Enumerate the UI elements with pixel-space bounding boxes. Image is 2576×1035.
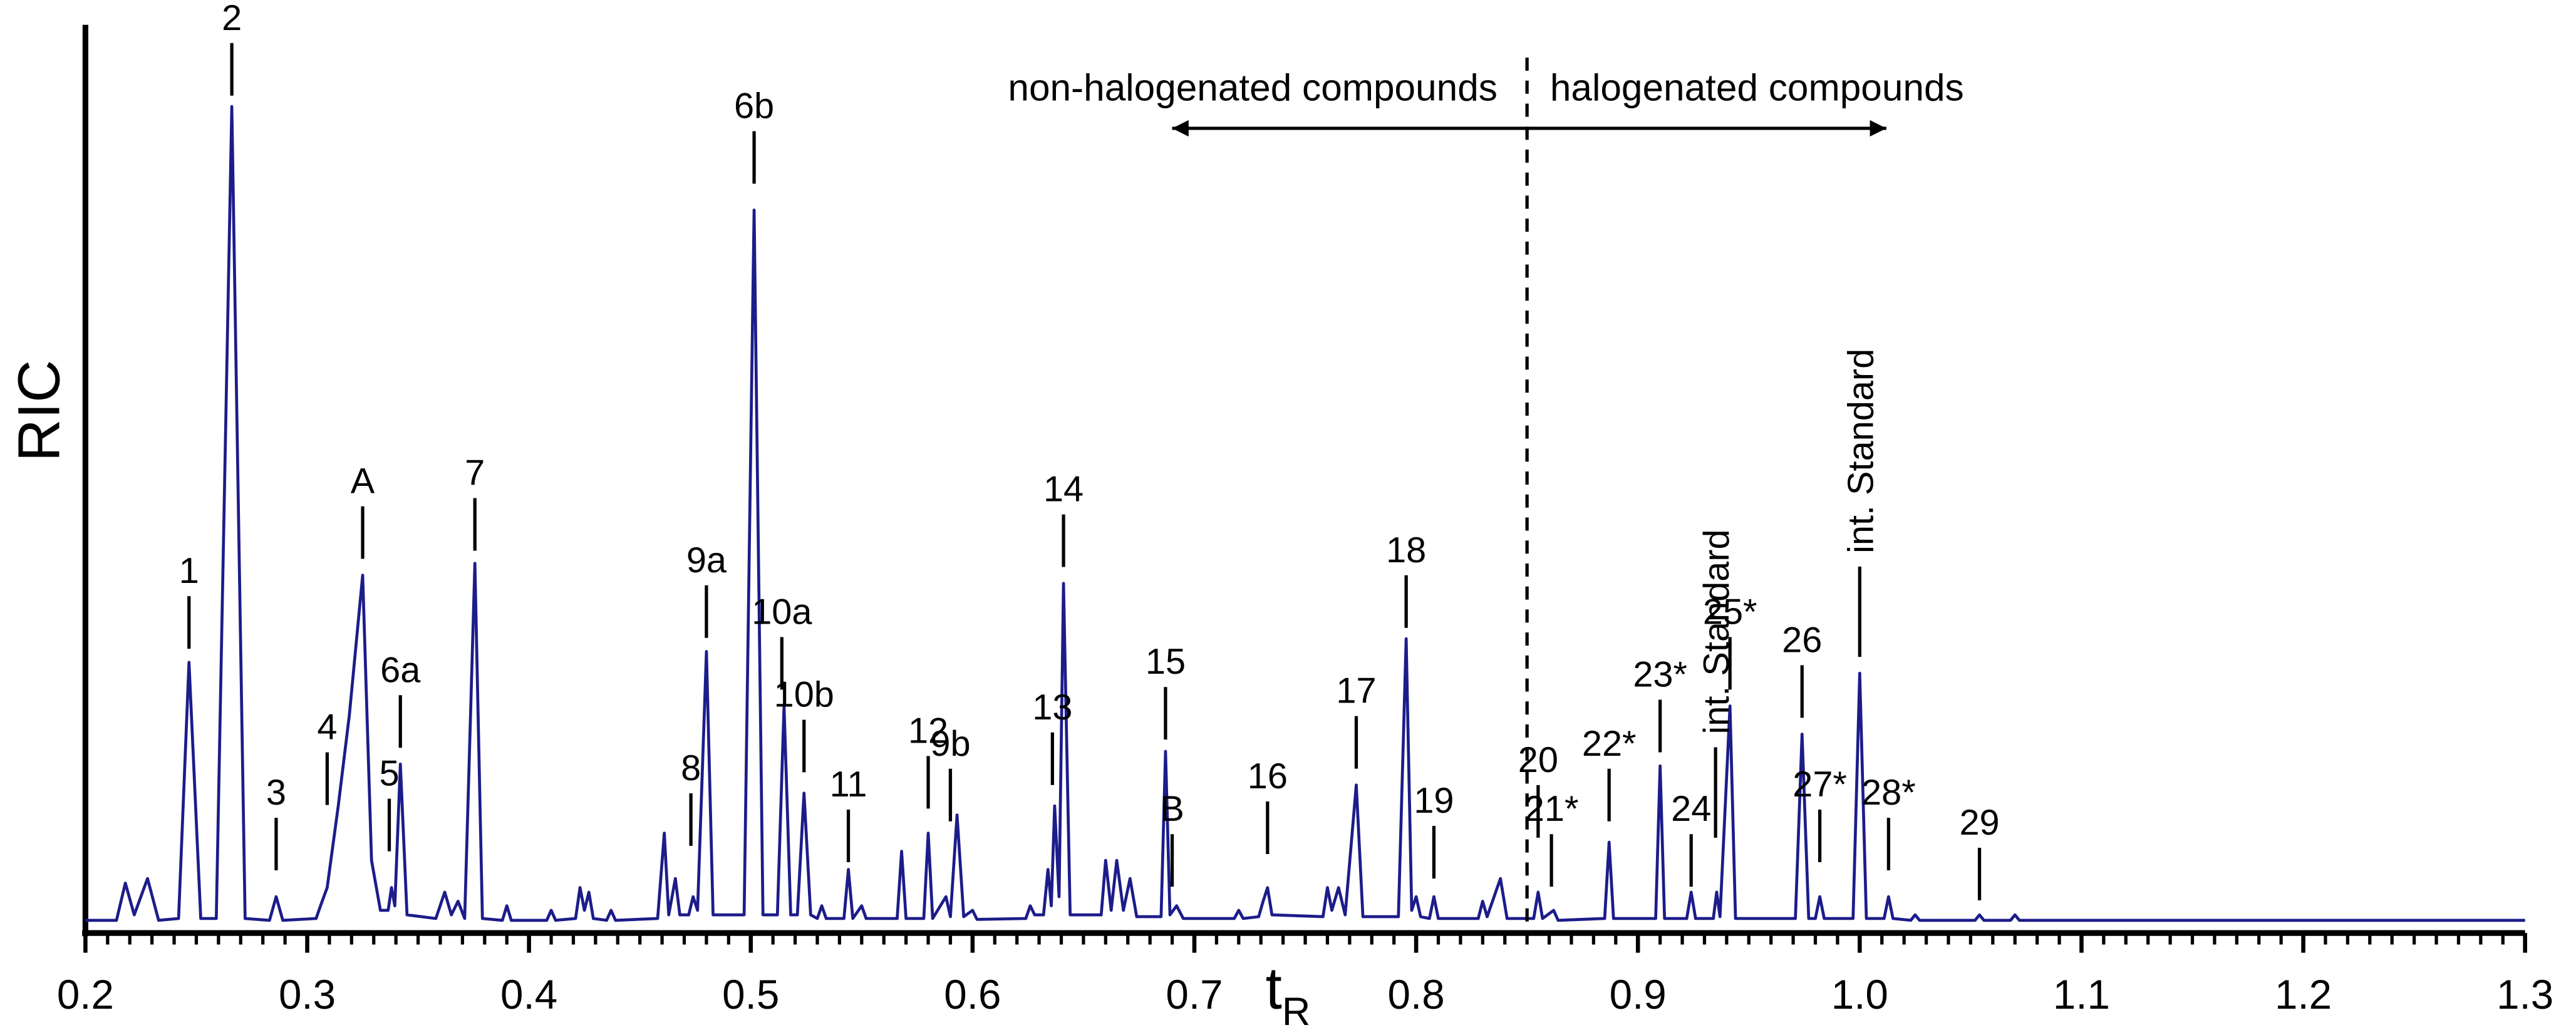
x-tick-label: 0.6 [944,972,1001,1017]
peak-label: 16 [1248,756,1288,796]
peak-label: 24 [1671,789,1711,829]
peak-label: 17 [1336,671,1376,711]
x-tick-label: 0.5 [722,972,779,1017]
x-tick-label: 0.2 [57,972,114,1017]
peak-label: 23* [1633,655,1687,695]
x-axis-label-main: t [1266,956,1282,1022]
peak-label: 7 [465,453,485,493]
peak-label: 3 [266,773,286,813]
peak-label: 10a [752,592,812,632]
peak-label: 4 [317,708,337,748]
x-tick-label: 1.3 [2496,972,2553,1017]
x-tick-label: 0.9 [1610,972,1667,1017]
peak-label: 14 [1043,470,1084,510]
peak-label: 15 [1146,642,1186,682]
peak-label: 26 [1782,620,1822,660]
peak-label: 19 [1414,781,1454,821]
peak-label: 13 [1032,687,1072,728]
peak-label: 9b [930,724,970,764]
x-tick-label: 0.4 [500,972,557,1017]
peak-label: A [351,461,375,502]
peak-label: 5 [379,754,399,794]
x-axis-label: tR [1266,956,1311,1034]
peak-label: 18 [1386,530,1426,570]
x-axis-label-subscript: R [1282,990,1310,1034]
x-tick-label: 0.8 [1388,972,1445,1017]
y-axis-label: RIC [6,360,72,462]
x-tick-label: 0.7 [1166,972,1223,1017]
x-tick-label: 1.0 [1831,972,1888,1017]
peak-label: 2 [222,0,242,38]
peak-label: 12 [908,711,948,751]
peak-label: 1 [179,551,199,591]
trace-line [85,105,2525,922]
peak-label: int. Standard [1697,529,1737,734]
peak-label: B [1160,789,1184,829]
peak-label: 9a [686,540,727,580]
region-left-label: non-halogenated compounds [1008,66,1497,108]
peak-label: 6b [734,86,774,126]
peak-label: 22* [1582,724,1637,764]
x-tick-label: 0.3 [279,972,336,1017]
peak-label: 28* [1861,773,1916,813]
peak-label: 25* [1703,592,1757,632]
x-tick-label: 1.1 [2053,972,2110,1017]
peak-label: 27* [1792,765,1847,805]
peak-label: 11 [830,765,867,805]
peak-label: 20 [1518,740,1558,780]
peak-label: 21* [1524,789,1579,829]
region-right-label: halogenated compounds [1550,66,1964,108]
peak-label: 6a [380,650,421,690]
peak-label: 10b [774,674,834,714]
peak-label: 29 [1959,803,1999,843]
peak-label: 8 [681,748,701,788]
x-tick-label: 1.2 [2275,972,2332,1017]
peak-label: int. Standard [1841,349,1881,554]
